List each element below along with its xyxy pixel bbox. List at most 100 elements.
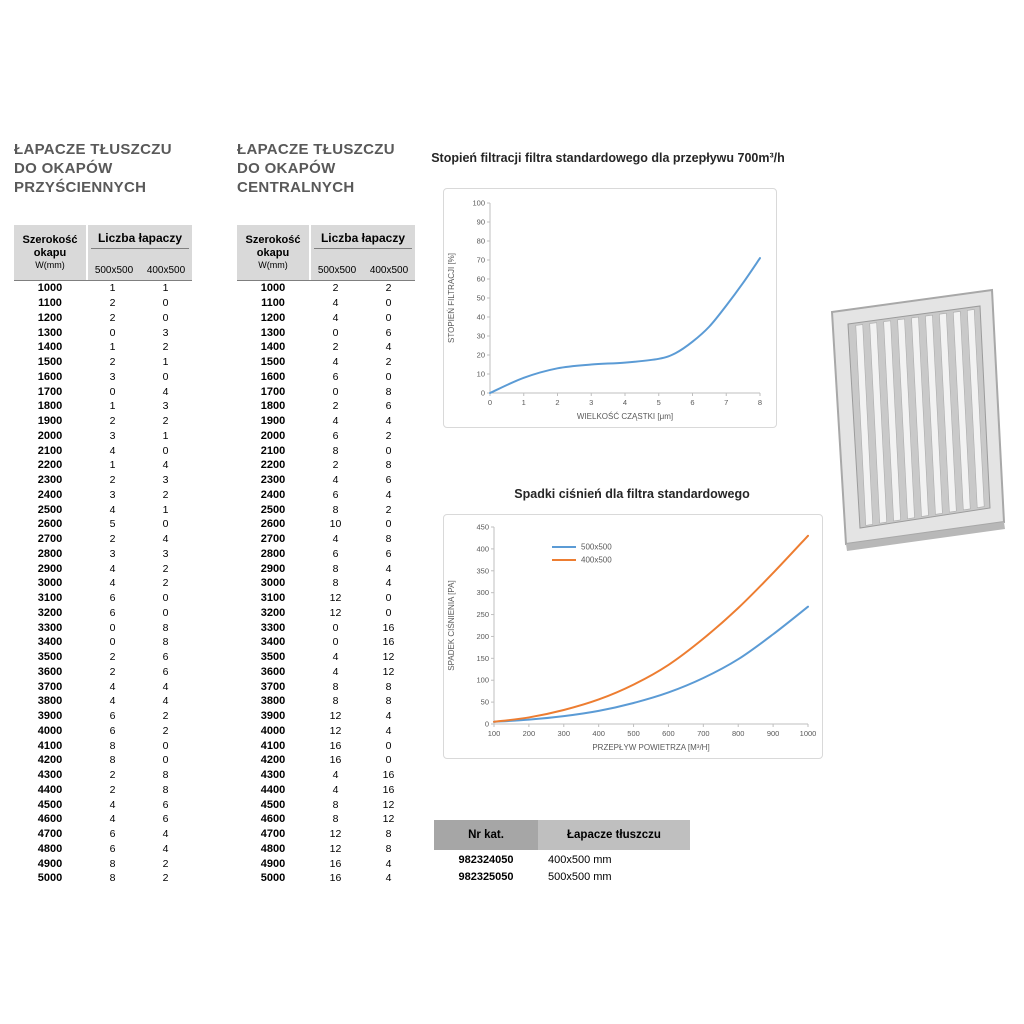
table-row: 1900 4 4 bbox=[237, 414, 415, 429]
table-cell: 4700 bbox=[260, 828, 286, 841]
table-cell: 4 bbox=[385, 415, 392, 428]
header-text: Liczba łapaczy bbox=[314, 225, 412, 249]
table-row: 5000 8 2 bbox=[14, 871, 192, 886]
table-cell: 500x500 mm bbox=[548, 870, 612, 883]
filter-slot bbox=[939, 312, 957, 513]
table-cell: 0 bbox=[385, 444, 392, 457]
table-row: 3600 2 6 bbox=[14, 665, 192, 680]
trap-count-header: Liczba łapaczy 500x500 400x500 bbox=[88, 225, 192, 280]
table-row: 2900 8 4 bbox=[237, 561, 415, 576]
header-text: Liczba łapaczy bbox=[91, 225, 189, 249]
svg-text:300: 300 bbox=[476, 588, 489, 597]
table-cell: 8 bbox=[109, 754, 116, 767]
table-cell: 4300 bbox=[37, 769, 63, 782]
table-cell: 2100 bbox=[260, 444, 286, 457]
table-cell: 2 bbox=[332, 341, 339, 354]
table-row: 4800 6 4 bbox=[14, 842, 192, 857]
svg-text:STOPIEŃ FILTRACJI [%]: STOPIEŃ FILTRACJI [%] bbox=[447, 253, 456, 343]
table-cell: 4 bbox=[162, 533, 169, 546]
svg-text:10: 10 bbox=[477, 370, 485, 379]
svg-text:PRZEPŁYW POWIETRZA [M³/H]: PRZEPŁYW POWIETRZA [M³/H] bbox=[592, 743, 709, 752]
table-cell: 1 bbox=[109, 400, 116, 413]
table-cell: 2800 bbox=[260, 547, 286, 560]
table-cell: 4 bbox=[109, 695, 116, 708]
table-cell: 0 bbox=[332, 621, 339, 634]
table-cell: 2700 bbox=[260, 533, 286, 546]
table-cell: 2 bbox=[162, 857, 169, 870]
filter-slot bbox=[925, 314, 943, 515]
table-cell: 2 bbox=[109, 651, 116, 664]
table-cell: 1400 bbox=[37, 341, 63, 354]
table-cell: 4 bbox=[385, 488, 392, 501]
table-cell: 0 bbox=[162, 444, 169, 457]
table-cell: 2500 bbox=[260, 503, 286, 516]
table-row: 1700 0 8 bbox=[237, 384, 415, 399]
svg-text:450: 450 bbox=[476, 523, 489, 532]
table-cell: 0 bbox=[332, 385, 339, 398]
filter-slot bbox=[869, 322, 887, 524]
table-cell: 400x500 mm bbox=[548, 853, 612, 866]
table-cell: 3 bbox=[162, 474, 169, 487]
table-cell: 3800 bbox=[37, 695, 63, 708]
table-cell: 2000 bbox=[37, 429, 63, 442]
catalog-body: 982324050 400x500 mm 982325050 500x500 mm bbox=[434, 852, 690, 884]
table-cell: 1900 bbox=[37, 415, 63, 428]
catalog-header: Nr kat. Łapacze tłuszczu bbox=[434, 820, 690, 850]
table-cell: 5000 bbox=[37, 872, 63, 885]
table-cell: 4300 bbox=[260, 769, 286, 782]
table-cell: 8 bbox=[162, 769, 169, 782]
table-cell: 4400 bbox=[260, 783, 286, 796]
table-cell: 6 bbox=[109, 592, 116, 605]
table-cell: 6 bbox=[332, 547, 339, 560]
table-row: 4100 16 0 bbox=[237, 738, 415, 753]
svg-text:90: 90 bbox=[477, 218, 485, 227]
table-cell: 1200 bbox=[260, 311, 286, 324]
table-cell: 2 bbox=[385, 282, 392, 295]
table-cell: 1 bbox=[162, 429, 169, 442]
table-cell: 0 bbox=[162, 739, 169, 752]
svg-text:400x500: 400x500 bbox=[581, 556, 612, 565]
table-cell: 3500 bbox=[37, 651, 63, 664]
svg-text:60: 60 bbox=[477, 275, 485, 284]
table-cell: 2 bbox=[109, 415, 116, 428]
table-cell: 4800 bbox=[260, 842, 286, 855]
table-cell: 0 bbox=[385, 370, 392, 383]
table-row: 2200 1 4 bbox=[14, 458, 192, 473]
table-cell: 2200 bbox=[260, 459, 286, 472]
table-cell: 2 bbox=[162, 710, 169, 723]
catalog-name-header: Łapacze tłuszczu bbox=[538, 820, 690, 850]
table-cell: 6 bbox=[385, 326, 392, 339]
table-cell: 0 bbox=[109, 621, 116, 634]
svg-text:7: 7 bbox=[724, 398, 728, 407]
table-cell: 0 bbox=[162, 311, 169, 324]
table-cell: 4 bbox=[332, 356, 339, 369]
svg-text:100: 100 bbox=[472, 199, 485, 208]
svg-text:250: 250 bbox=[476, 610, 489, 619]
table-cell: 982324050 bbox=[458, 853, 514, 866]
pressure-chart-svg: 100 200 300 400 500 600 700 800 900 1000 0 50 100 150… bbox=[447, 523, 816, 753]
table-cell: 2 bbox=[332, 459, 339, 472]
svg-text:700: 700 bbox=[697, 729, 710, 738]
table-cell: 4 bbox=[385, 872, 392, 885]
table-cell: 3 bbox=[109, 370, 116, 383]
table-cell: 12 bbox=[382, 813, 395, 826]
svg-text:5: 5 bbox=[657, 398, 661, 407]
table-cell: 0 bbox=[162, 606, 169, 619]
table-cell: 0 bbox=[109, 326, 116, 339]
table-cell: 3000 bbox=[37, 577, 63, 590]
table-cell: 6 bbox=[109, 724, 116, 737]
table-row: 2900 4 2 bbox=[14, 561, 192, 576]
table-cell: 2 bbox=[162, 724, 169, 737]
svg-text:8: 8 bbox=[758, 398, 762, 407]
header-text: okapu bbox=[256, 247, 290, 259]
table-cell: 8 bbox=[109, 872, 116, 885]
table-cell: 3600 bbox=[260, 665, 286, 678]
table-cell: 1500 bbox=[37, 356, 63, 369]
table-cell: 0 bbox=[385, 592, 392, 605]
table-row: 2700 2 4 bbox=[14, 532, 192, 547]
svg-text:50: 50 bbox=[481, 698, 489, 707]
table-cell: 6 bbox=[162, 665, 169, 678]
table-cell: 8 bbox=[162, 636, 169, 649]
table-cell: 4800 bbox=[37, 842, 63, 855]
table-cell: 4100 bbox=[37, 739, 63, 752]
